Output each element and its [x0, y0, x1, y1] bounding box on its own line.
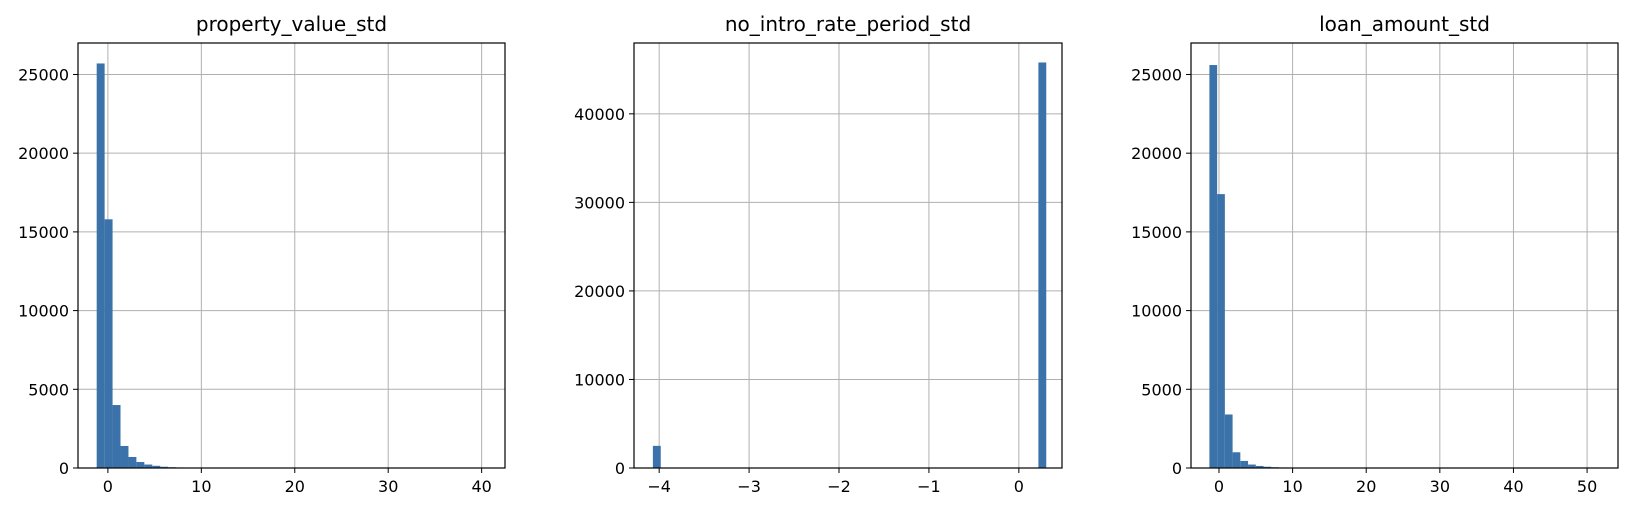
x-tick-label: 40 — [1503, 477, 1523, 496]
y-tick-label: 20000 — [574, 282, 625, 301]
y-tick-label: 20000 — [18, 144, 69, 163]
histogram-bar — [1240, 460, 1249, 468]
panel-property-value: property_value_std 0 10 20 30 40 0 5000 10000 15… — [18, 12, 506, 496]
x-tick-label: 20 — [285, 477, 305, 496]
panel-title: loan_amount_std — [1319, 12, 1490, 36]
histogram-bar — [1255, 465, 1264, 468]
histogram-bar — [152, 465, 161, 468]
x-tick-label: 0 — [1214, 477, 1224, 496]
histogram-bar — [1217, 194, 1225, 468]
histogram-bar — [1263, 466, 1272, 468]
x-tick-label: 10 — [1282, 477, 1302, 496]
y-tick-label: 20000 — [1131, 144, 1182, 163]
x-tick-label: −2 — [827, 477, 851, 496]
y-tick-label: 0 — [615, 459, 625, 478]
y-tick-label: 30000 — [574, 193, 625, 212]
histogram-bar — [144, 464, 153, 468]
y-tick-label: 15000 — [18, 223, 69, 242]
y-tick-label: 25000 — [18, 65, 69, 84]
histogram-bar — [652, 445, 661, 468]
x-tick-label: 0 — [1014, 477, 1024, 496]
histogram-bar — [1248, 464, 1256, 468]
x-tick-label: 30 — [378, 477, 398, 496]
histogram-bar — [1038, 62, 1047, 469]
panel-loan-amount: loan_amount_std 0 10 20 30 40 50 0 5000 10000 150… — [1131, 12, 1619, 496]
histogram-bar — [160, 466, 169, 468]
plot-frame — [77, 42, 506, 469]
y-tick-label: 10000 — [574, 370, 625, 389]
y-tick-label: 15000 — [1131, 223, 1182, 242]
y-tick-label: 5000 — [28, 380, 69, 399]
x-tick-label: −4 — [647, 477, 671, 496]
x-tick-label: 20 — [1356, 477, 1376, 496]
panel-title: property_value_std — [196, 12, 387, 36]
histogram-bar — [136, 462, 145, 468]
x-tick-label: 10 — [191, 477, 211, 496]
histogram-bar — [1224, 414, 1233, 468]
histogram-bar — [128, 456, 137, 468]
x-tick-label: 30 — [1430, 477, 1450, 496]
y-tick-label: 25000 — [1131, 65, 1182, 84]
panel-title: no_intro_rate_period_std — [725, 12, 971, 36]
y-tick-label: 10000 — [18, 302, 69, 321]
plot-frame — [1190, 42, 1619, 469]
histogram-bar — [1209, 65, 1218, 468]
y-tick-label: 0 — [1172, 459, 1182, 478]
x-tick-label: −3 — [737, 477, 761, 496]
histogram-bar — [1232, 452, 1241, 468]
x-tick-label: −1 — [917, 477, 941, 496]
histogram-bar — [96, 63, 105, 469]
y-tick-label: 0 — [59, 459, 69, 478]
histogram-bar — [104, 219, 113, 468]
x-tick-label: 40 — [471, 477, 491, 496]
x-tick-label: 50 — [1577, 477, 1597, 496]
x-tick-label: 0 — [103, 477, 113, 496]
y-tick-label: 10000 — [1131, 302, 1182, 321]
histogram-bar — [120, 445, 129, 468]
histogram-bar — [112, 405, 121, 468]
panel-no-intro-rate-period: no_intro_rate_period_std −4 −3 −2 −1 0 0 10000… — [574, 12, 1063, 496]
y-tick-label: 5000 — [1141, 380, 1182, 399]
plot-frame — [633, 42, 1063, 469]
y-tick-label: 40000 — [574, 105, 625, 124]
